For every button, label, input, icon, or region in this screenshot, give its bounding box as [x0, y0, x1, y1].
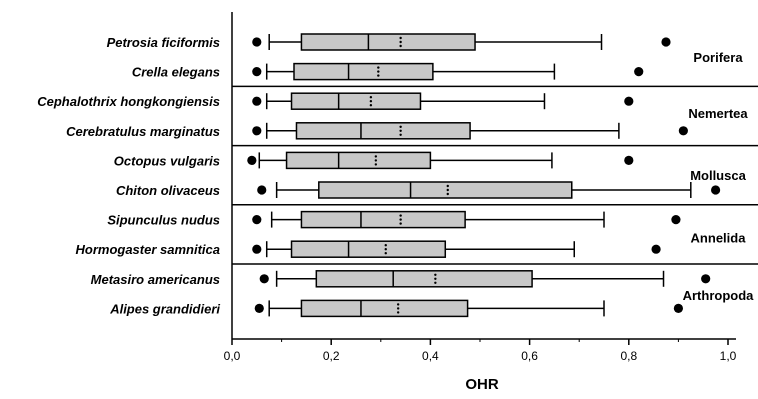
species-label: Chiton olivaceus: [116, 183, 220, 198]
mean-marker: [399, 218, 402, 221]
mean-marker: [399, 214, 402, 217]
mean-marker: [399, 44, 402, 48]
mean-marker: [384, 248, 387, 251]
mean-marker: [446, 192, 449, 196]
outlier-low: [252, 96, 262, 106]
box-iqr: [290, 240, 447, 258]
mean-marker: [384, 252, 387, 255]
species-label: Octopus vulgaris: [114, 153, 220, 168]
species-label: Metasiro americanus: [91, 272, 220, 287]
outlier-high: [673, 303, 684, 313]
mean-marker: [369, 96, 373, 99]
species-label: Sipunculus nudus: [107, 213, 220, 228]
mean-marker: [384, 244, 387, 247]
x-axis-label: OHR: [465, 376, 499, 393]
mean-marker: [369, 104, 373, 107]
box-iqr: [318, 181, 573, 199]
species-label: Cerebratulus marginatus: [66, 124, 220, 139]
mean-marker: [446, 188, 449, 192]
outlier-low: [259, 274, 269, 284]
mean-marker: [377, 66, 380, 69]
group-separators: [232, 85, 758, 265]
mean-marker: [374, 163, 378, 166]
box-iqr: [300, 210, 466, 229]
mean-marker: [374, 155, 378, 158]
box-iqr: [293, 62, 434, 81]
outlier-low: [252, 244, 262, 254]
mean-marker: [434, 281, 437, 284]
outlier-high: [671, 215, 681, 225]
box-iqr: [315, 270, 533, 288]
mean-marker: [399, 222, 402, 225]
boxplot-row: [252, 210, 681, 229]
mean-marker: [399, 40, 402, 44]
mean-marker: [399, 125, 402, 128]
outlier-high: [661, 37, 671, 47]
mean-marker: [396, 307, 400, 310]
box-iqr: [290, 92, 422, 110]
outlier-high: [711, 185, 721, 195]
x-tick-label: 0,6: [521, 349, 538, 363]
box-iqr: [285, 151, 432, 170]
mean-marker: [369, 100, 373, 103]
outlier-high: [634, 67, 644, 77]
outlier-high: [624, 96, 634, 106]
outlier-high: [651, 244, 661, 254]
boxplot-row: [252, 33, 671, 51]
group-label: Porifera: [693, 50, 743, 65]
outlier-low: [252, 215, 262, 225]
mean-marker: [434, 277, 437, 280]
box-series: [247, 33, 721, 318]
outlier-high: [624, 155, 634, 165]
x-tick-label: 0,2: [323, 349, 340, 363]
box-iqr: [300, 299, 469, 318]
outlier-high: [678, 126, 688, 136]
group-label: Annelida: [691, 230, 747, 245]
outlier-low: [257, 185, 267, 195]
boxplot-row: [252, 240, 661, 258]
mean-marker: [399, 36, 402, 40]
boxplot-row: [259, 270, 711, 288]
group-label: Arthropoda: [683, 288, 755, 303]
mean-marker: [399, 129, 402, 132]
boxplot-row: [254, 299, 684, 318]
boxplot-row: [247, 151, 634, 170]
mean-marker: [377, 70, 380, 73]
species-label: Cephalothrix hongkongiensis: [37, 94, 220, 109]
mean-marker: [434, 273, 437, 276]
species-label: Hormogaster samnitica: [76, 242, 221, 257]
x-axis: 0,0 0,2 0,4 0,6 0,8 1,0: [224, 12, 737, 363]
x-tick-label: 1,0: [720, 349, 737, 363]
x-tick-label: 0,0: [224, 349, 241, 363]
mean-marker: [446, 184, 449, 188]
box-iqr: [300, 33, 476, 51]
mean-marker: [396, 311, 400, 314]
group-label: Nemertea: [688, 106, 748, 121]
boxplot-row: [257, 181, 721, 199]
species-label: Petrosia ficiformis: [107, 35, 220, 50]
x-tick-label: 0,4: [422, 349, 439, 363]
mean-marker: [399, 133, 402, 136]
boxplot-row: [252, 62, 644, 81]
group-label: Mollusca: [690, 168, 746, 183]
species-label: Alipes grandidieri: [109, 301, 220, 316]
mean-marker: [374, 159, 378, 162]
box-iqr: [295, 122, 471, 140]
outlier-low: [252, 67, 262, 77]
outlier-low: [247, 155, 257, 165]
species-labels: Petrosia ficiformis Crella elegans Cephalo…: [37, 35, 220, 316]
species-label: Crella elegans: [132, 65, 220, 80]
boxplot-row: [252, 122, 688, 140]
mean-marker: [377, 74, 380, 77]
outlier-low: [252, 126, 262, 136]
group-labels: Porifera Nemertea Mollusca Annelida Arthropo…: [683, 50, 755, 303]
outlier-low: [252, 37, 262, 47]
outlier-low: [254, 303, 264, 313]
x-tick-label: 0,8: [620, 349, 637, 363]
outlier-high: [701, 274, 711, 284]
mean-marker: [396, 303, 400, 306]
boxplot-row: [252, 92, 634, 110]
